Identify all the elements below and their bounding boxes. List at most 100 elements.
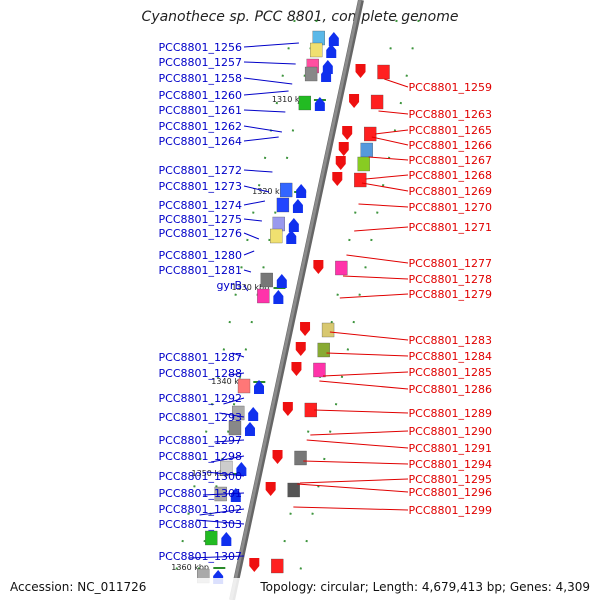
leader-line-left — [243, 250, 255, 256]
leader-line-right — [306, 439, 409, 449]
gene-box — [228, 420, 242, 436]
leader-line-left — [243, 136, 279, 142]
gene-arrow — [244, 422, 255, 436]
gene-arrow — [313, 260, 324, 274]
kbp-label: 1330 kbp — [232, 283, 270, 292]
gene-arrow — [349, 94, 360, 108]
gene-label-right: PCC8801_1277 — [409, 257, 492, 270]
gene-label-left: PCC8801_1275 — [159, 213, 242, 226]
gene-label-left: PCC8801_1288 — [159, 367, 242, 380]
gene-label-left: PCC8801_1276 — [159, 227, 242, 240]
gene-label-right: PCC8801_1263 — [409, 108, 492, 121]
gene-label-left: PCC8801_1273 — [159, 180, 242, 193]
gene-arrow — [282, 402, 293, 416]
gene-box — [335, 260, 348, 276]
gene-arrow — [273, 290, 284, 304]
track-line — [195, 19, 318, 581]
leader-line-left — [219, 412, 245, 418]
gene-label-left: PCC8801_1280 — [159, 249, 242, 262]
gene-label-right: PCC8801_1271 — [409, 221, 492, 234]
gene-arrow — [332, 172, 343, 186]
leader-line-right — [368, 156, 409, 161]
gene-box — [370, 94, 384, 110]
leader-line-left — [243, 200, 266, 206]
gene-label-left: PCC8801_1258 — [159, 72, 242, 85]
kbp-label: 1340 kbp — [211, 377, 249, 386]
gene-label-left: gyrB — [216, 279, 242, 292]
kbp-label: 1360 kbp — [171, 563, 209, 572]
gene-label-right: PCC8801_1295 — [409, 473, 492, 486]
leader-line-right — [310, 430, 409, 436]
gene-box — [354, 172, 367, 188]
gene-label-right: PCC8801_1286 — [409, 383, 492, 396]
gene-box — [357, 156, 370, 172]
leader-line-left — [243, 125, 282, 133]
gene-label-left: PCC8801_1260 — [159, 89, 242, 102]
leader-line-right — [342, 275, 409, 280]
gene-label-left: PCC8801_1292 — [159, 392, 242, 405]
leader-line-right — [371, 136, 409, 146]
gene-label-right: PCC8801_1285 — [409, 366, 492, 379]
genome-summary: Topology: circular; Length: 4,679,413 bp… — [260, 580, 590, 594]
gene-arrow — [335, 156, 346, 170]
gene-box — [237, 378, 251, 394]
accession-text: Accession: NC_011726 — [10, 580, 147, 594]
leader-line-right — [319, 380, 409, 390]
gene-arrow — [230, 488, 241, 502]
gene-arrow — [296, 184, 307, 198]
gene-arrow — [221, 532, 232, 546]
leader-line-right — [326, 352, 409, 357]
leader-line-right — [314, 409, 409, 414]
gene-arrow — [355, 64, 366, 78]
gene-label-left: PCC8801_1256 — [159, 41, 242, 54]
leader-line-left — [243, 90, 289, 96]
leader-line-left — [206, 471, 245, 477]
gene-label-left: PCC8801_1261 — [159, 104, 242, 117]
gene-arrow — [272, 450, 283, 464]
gene-arrow — [300, 322, 311, 336]
leader-line-right — [384, 78, 409, 88]
leader-line-left — [243, 218, 262, 222]
leader-line-right — [339, 293, 409, 299]
leader-line-left — [243, 61, 296, 65]
track-line — [297, 19, 420, 581]
leader-line-right — [378, 110, 409, 115]
gene-arrow — [286, 230, 297, 244]
leader-line-left — [199, 508, 245, 516]
leader-line-right — [329, 331, 409, 341]
gene-box — [287, 482, 300, 498]
leader-line-right — [374, 129, 409, 135]
gene-arrow — [248, 407, 259, 421]
gene-arrow — [236, 462, 247, 476]
map-title: Cyanothece sp. PCC 8801, complete genome — [141, 9, 459, 25]
gene-arrow — [314, 97, 325, 111]
leader-line-right — [354, 226, 409, 232]
leader-line-left — [196, 519, 245, 525]
gene-label-right: PCC8801_1299 — [409, 504, 492, 517]
leader-line-left — [223, 397, 245, 405]
gene-arrow — [321, 68, 332, 82]
leader-line-right — [322, 371, 409, 377]
gene-label-left: PCC8801_1301 — [159, 487, 242, 500]
leader-line-left — [189, 555, 245, 559]
gene-box — [220, 460, 233, 476]
kbp-label: 1350 kbp — [192, 469, 230, 478]
leader-line-left — [202, 492, 245, 496]
leader-line-right — [361, 182, 409, 192]
gene-box — [260, 272, 273, 288]
gene-label-right: PCC8801_1290 — [409, 425, 492, 438]
gene-box — [377, 64, 390, 80]
gene-label-right: PCC8801_1283 — [409, 334, 492, 347]
kbp-label: 1310 kbp — [272, 95, 310, 104]
gene-arrow — [338, 142, 349, 156]
gene-box — [321, 322, 335, 338]
gene-box — [271, 558, 284, 574]
leader-line-left — [243, 169, 273, 173]
leader-line-left — [243, 77, 293, 85]
gene-label-left: PCC8801_1302 — [159, 503, 242, 516]
gene-box — [364, 126, 377, 142]
gene-box — [294, 450, 307, 466]
gene-label-right: PCC8801_1270 — [409, 201, 492, 214]
gene-box — [279, 182, 293, 198]
gene-label-left: PCC8801_1298 — [159, 450, 242, 463]
